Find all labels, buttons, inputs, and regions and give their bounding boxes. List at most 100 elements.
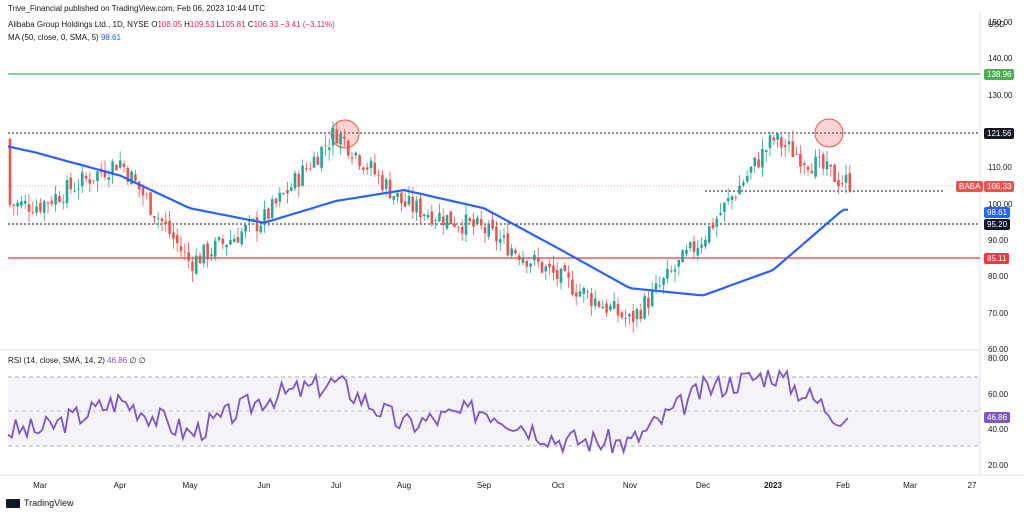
- candle-body: [457, 226, 460, 228]
- candle-body: [848, 173, 852, 191]
- candle-body: [316, 156, 320, 165]
- candle-body: [498, 239, 502, 243]
- rsi-line-series: [7, 368, 849, 456]
- candle-body: [533, 254, 536, 261]
- candle-body: [354, 152, 358, 156]
- candle-body: [301, 165, 304, 186]
- candle-body: [597, 301, 601, 307]
- candle-body: [259, 225, 263, 233]
- candle-body: [384, 179, 388, 189]
- candle-body: [468, 218, 472, 222]
- candle-body: [723, 202, 726, 212]
- candle-body: [426, 214, 430, 218]
- candle-body: [745, 175, 749, 182]
- candle-body: [757, 159, 760, 168]
- ma-label: MA (50, close, 0, SMA, 5): [8, 33, 99, 42]
- candle-body: [217, 237, 221, 241]
- candle-body: [400, 192, 403, 204]
- candle-body: [39, 202, 42, 212]
- candle-body: [343, 136, 346, 139]
- candle-body: [107, 177, 111, 180]
- currency-label: USD: [988, 20, 1005, 29]
- candle-body: [126, 168, 130, 182]
- candle-body: [225, 244, 228, 248]
- candle-body: [320, 146, 323, 168]
- candle-body: [802, 163, 806, 165]
- candle-body: [472, 219, 475, 227]
- candle-body: [536, 257, 540, 262]
- candle-body: [521, 258, 525, 264]
- candle-body: [772, 137, 776, 141]
- candle-body: [12, 204, 16, 206]
- candle-body: [65, 179, 69, 204]
- candle-body: [460, 226, 464, 234]
- candle-body: [422, 214, 426, 217]
- tag-138: 138.96: [984, 69, 1015, 80]
- candle-body: [529, 263, 532, 267]
- candle-body: [510, 248, 513, 256]
- candle-body: [111, 161, 114, 175]
- candle-body: [327, 147, 331, 150]
- candle-body: [396, 192, 399, 198]
- high-label: H: [184, 20, 190, 29]
- candle-body: [407, 196, 411, 205]
- candle-body: [464, 214, 468, 235]
- candle-body: [339, 134, 342, 145]
- candle-body: [23, 200, 27, 204]
- candle-body: [814, 156, 817, 177]
- candle-body: [229, 239, 232, 245]
- candle-body: [308, 168, 312, 170]
- candle-body: [662, 277, 665, 286]
- candle-body: [324, 145, 327, 147]
- candle-body: [297, 174, 301, 187]
- candle-body: [620, 312, 624, 318]
- candle-body: [776, 133, 779, 140]
- candle-body: [491, 219, 494, 229]
- close-label: C: [247, 20, 254, 29]
- published-text: Trive_Financial published on TradingView…: [8, 4, 266, 13]
- candle-body: [700, 244, 703, 248]
- candle-body: [787, 141, 791, 145]
- candle-body: [844, 174, 848, 183]
- candle-body: [681, 250, 684, 263]
- candle-body: [673, 269, 677, 272]
- candle-body: [643, 296, 646, 319]
- candle-body: [487, 223, 491, 237]
- ma-value: 98.61: [100, 33, 121, 42]
- price-axis-tick: 80.00: [988, 272, 1009, 282]
- time-axis-tick: 27: [968, 481, 977, 490]
- candle-body: [582, 287, 586, 294]
- candle-body: [715, 218, 719, 227]
- tag-baba-price: 106.33: [984, 181, 1015, 192]
- candle-body: [692, 241, 696, 253]
- candle-body: [175, 235, 179, 244]
- candle-body: [286, 189, 289, 194]
- candle-body: [267, 208, 270, 219]
- candle-body: [202, 244, 206, 264]
- time-axis-tick: Apr: [114, 481, 127, 490]
- tag-85: 85.11: [984, 253, 1010, 264]
- candle-body: [232, 238, 236, 242]
- high-value: 109.53: [189, 20, 215, 29]
- tradingview-logo[interactable]: TradingView: [6, 498, 74, 508]
- price-axis-tick: 130.00: [988, 90, 1013, 100]
- candle-body: [392, 195, 396, 200]
- candle-body: [27, 204, 31, 212]
- candle-body: [825, 161, 829, 170]
- time-axis-tick: Nov: [623, 481, 637, 490]
- candle-body: [31, 212, 35, 213]
- candle-body: [666, 268, 669, 279]
- candle-body: [118, 160, 122, 168]
- candle-body: [213, 240, 217, 257]
- candle-body: [134, 174, 137, 181]
- candle-body: [840, 183, 844, 185]
- candle-body: [795, 153, 798, 155]
- candle-body: [419, 198, 422, 218]
- candle-body: [544, 266, 548, 272]
- candle-body: [555, 270, 559, 280]
- candle-body: [821, 154, 825, 169]
- ma-line-series: [7, 145, 848, 297]
- price-axis-tick: 70.00: [988, 308, 1009, 318]
- candle-body: [198, 255, 202, 264]
